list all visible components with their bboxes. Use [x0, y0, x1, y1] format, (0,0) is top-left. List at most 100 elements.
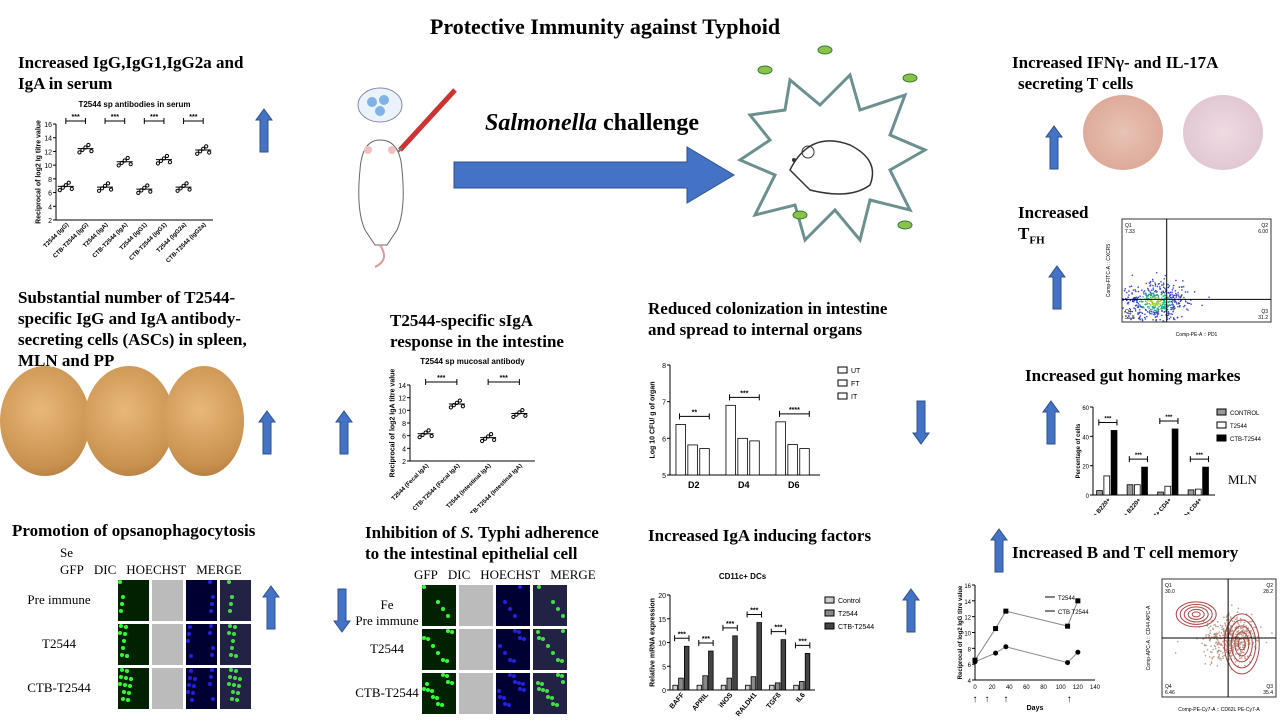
cell-spot [238, 677, 242, 681]
data-point [523, 413, 528, 418]
event-dot [1210, 645, 1212, 648]
event-dot [1167, 314, 1170, 316]
event-dot [1172, 316, 1175, 319]
significance-label: *** [678, 631, 686, 638]
y-axis-label: Reciprocal of log2 IgA titre value [390, 369, 397, 478]
event-dot [1141, 305, 1144, 308]
cell-spot [235, 698, 239, 702]
bar [683, 645, 690, 691]
cell-spot [517, 681, 521, 685]
significance-label: *** [1135, 453, 1143, 459]
heading-line: and spread to internal organs [648, 320, 863, 339]
event-dot [1152, 287, 1155, 289]
event-dot [1241, 629, 1244, 631]
event-dot [1154, 289, 1157, 292]
event-dot [1152, 280, 1154, 282]
cell-spot [231, 639, 235, 643]
event-dot [1184, 304, 1186, 307]
contour-line [1187, 608, 1205, 620]
cell-spot [227, 631, 231, 635]
cell-spot [187, 632, 191, 636]
event-dot [1201, 642, 1203, 645]
cell-spot [536, 681, 540, 685]
event-dot [1236, 616, 1238, 618]
event-dot [1246, 629, 1249, 632]
event-dot [1208, 656, 1211, 658]
event-dot [1158, 300, 1160, 303]
event-dot [1176, 316, 1179, 319]
event-dot [1211, 658, 1213, 660]
bar [1157, 491, 1164, 496]
cell-spot [422, 636, 426, 640]
event-dot [1149, 294, 1152, 296]
cell-spot [193, 677, 197, 681]
cell-spot [227, 682, 231, 686]
event-dot [1164, 274, 1167, 277]
event-dot [1148, 282, 1151, 284]
event-dot [1208, 634, 1211, 637]
event-dot [1217, 650, 1220, 653]
event-dot [1204, 663, 1207, 665]
heading-siga: T2544-specific sIgA response in the intes… [390, 310, 564, 352]
elispot-plate-spleen [0, 366, 90, 476]
y-tick-label: 12 [398, 396, 406, 403]
significance-label: *** [799, 638, 807, 645]
cell-spot [119, 609, 123, 613]
cell-spot [503, 702, 507, 706]
event-dot [1208, 296, 1210, 298]
event-dot [1218, 649, 1221, 652]
event-dot [1181, 286, 1183, 288]
significance-bracket [679, 413, 710, 420]
heading-asc: Substantial number of T2544- specific IgG… [18, 287, 247, 371]
event-dot [1177, 294, 1180, 296]
event-dot [1129, 313, 1132, 315]
event-dot [1163, 302, 1165, 305]
event-dot [1215, 638, 1218, 640]
event-dot [1164, 294, 1167, 297]
event-dot [1223, 631, 1226, 634]
data-point [175, 188, 180, 193]
y-tick-label: 4 [402, 446, 406, 453]
event-dot [1175, 279, 1177, 282]
cell-spot [508, 673, 512, 677]
event-dot [1211, 656, 1214, 659]
event-dot [1230, 655, 1232, 657]
column-header-row: GFP DIC HOECHST MERGE [60, 562, 242, 578]
data-point [164, 153, 170, 159]
cell-spot [556, 607, 560, 611]
data-point [1065, 660, 1071, 666]
cell-spot [229, 653, 233, 657]
cell-spot [436, 600, 440, 604]
event-dot [1242, 651, 1244, 654]
heading-line: Increased [1018, 203, 1089, 222]
event-dot [1143, 307, 1145, 309]
event-dot [1241, 635, 1243, 637]
y-tick-label: 10 [658, 641, 666, 648]
quadrant-name: Q3 [1261, 309, 1268, 315]
event-dot [1156, 285, 1159, 288]
event-dot [1137, 313, 1139, 316]
significance-bracket [779, 410, 810, 417]
event-dot [1156, 304, 1158, 307]
significance-bracket [183, 118, 204, 124]
cell-spot [188, 676, 192, 680]
cell-spot [124, 676, 128, 680]
event-dot [1212, 648, 1214, 651]
up-arrow-icon [258, 410, 276, 455]
event-dot [1174, 307, 1176, 309]
event-dot [1222, 628, 1225, 631]
contour-line [1175, 601, 1217, 628]
event-dot [1248, 661, 1251, 663]
event-dot [1135, 299, 1138, 302]
cell-spot [512, 659, 516, 663]
significance-label: *** [740, 390, 748, 397]
event-dot [1144, 303, 1147, 305]
event-dot [1167, 301, 1170, 304]
event-dot [1222, 634, 1224, 637]
significance-label: *** [500, 375, 508, 382]
cell-spot [119, 624, 123, 628]
event-dot [1213, 644, 1216, 647]
heading-line: secreting T cells [1018, 74, 1134, 93]
cell-spot [121, 646, 125, 650]
event-dot [1229, 639, 1232, 642]
